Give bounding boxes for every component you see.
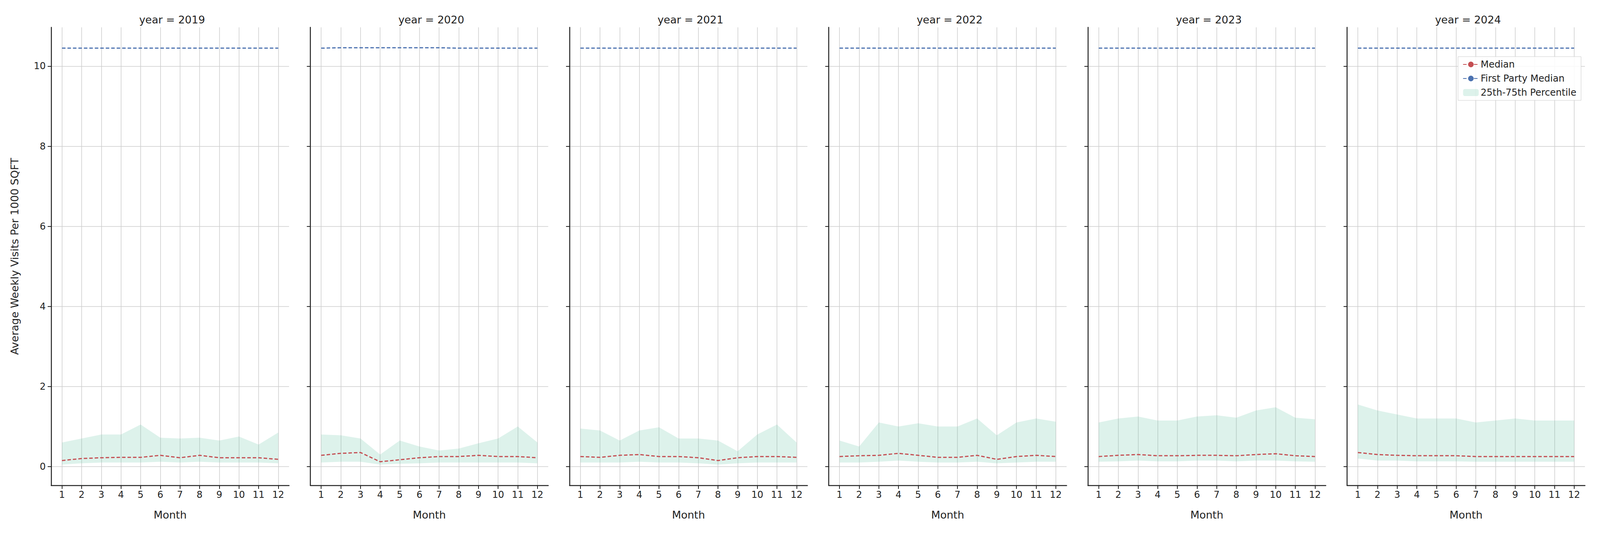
svg-text:8: 8 <box>196 489 203 501</box>
svg-text:7: 7 <box>436 489 443 501</box>
svg-text:Average Weekly Visits Per 1000: Average Weekly Visits Per 1000 SQFT <box>8 157 21 356</box>
svg-text:3: 3 <box>875 489 882 501</box>
svg-text:1: 1 <box>58 489 65 501</box>
svg-text:7: 7 <box>954 489 961 501</box>
svg-text:6: 6 <box>1453 489 1459 501</box>
svg-text:Month: Month <box>412 508 447 522</box>
svg-text:1: 1 <box>836 489 843 501</box>
svg-text:2: 2 <box>337 489 344 501</box>
svg-text:9: 9 <box>216 489 223 501</box>
svg-text:3: 3 <box>1135 489 1142 501</box>
svg-text:11: 11 <box>511 489 524 501</box>
svg-text:Median: Median <box>1480 58 1515 70</box>
svg-text:9: 9 <box>993 489 1000 501</box>
svg-text:10: 10 <box>33 60 46 72</box>
svg-text:5: 5 <box>396 489 403 501</box>
svg-text:6: 6 <box>1194 489 1200 501</box>
svg-text:6: 6 <box>416 489 423 501</box>
svg-text:11: 11 <box>1548 489 1561 501</box>
svg-text:8: 8 <box>1492 489 1499 501</box>
svg-text:10: 10 <box>751 489 764 501</box>
svg-text:7: 7 <box>695 489 702 501</box>
svg-text:1: 1 <box>1095 489 1102 501</box>
svg-text:10: 10 <box>1010 489 1023 501</box>
svg-text:Month: Month <box>1449 508 1483 522</box>
svg-text:4: 4 <box>39 301 46 313</box>
svg-text:3: 3 <box>1394 489 1400 501</box>
svg-text:11: 11 <box>1030 489 1043 501</box>
svg-text:5: 5 <box>915 489 922 501</box>
svg-text:8: 8 <box>1233 489 1240 501</box>
svg-text:11: 11 <box>1289 489 1302 501</box>
svg-text:2: 2 <box>39 381 46 393</box>
svg-text:9: 9 <box>475 489 482 501</box>
svg-text:10: 10 <box>232 489 245 501</box>
svg-text:8: 8 <box>455 489 462 501</box>
svg-text:10: 10 <box>1269 489 1282 501</box>
svg-text:9: 9 <box>1512 489 1518 501</box>
svg-text:0: 0 <box>39 461 46 473</box>
svg-text:Month: Month <box>671 508 706 522</box>
svg-text:9: 9 <box>734 489 741 501</box>
svg-text:2: 2 <box>856 489 863 501</box>
svg-text:Month: Month <box>931 508 965 522</box>
svg-text:First Party Median: First Party Median <box>1480 73 1565 84</box>
svg-text:12: 12 <box>1568 489 1581 501</box>
svg-text:2: 2 <box>596 489 603 501</box>
svg-text:10: 10 <box>1528 489 1542 501</box>
svg-text:4: 4 <box>117 489 124 501</box>
svg-text:11: 11 <box>252 489 265 501</box>
svg-text:Month: Month <box>153 508 187 522</box>
svg-text:1: 1 <box>1355 489 1361 501</box>
svg-text:12: 12 <box>531 489 544 501</box>
svg-text:2: 2 <box>1115 489 1122 501</box>
svg-text:10: 10 <box>492 489 505 501</box>
svg-text:2: 2 <box>78 489 85 501</box>
svg-text:12: 12 <box>790 489 803 501</box>
svg-text:11: 11 <box>771 489 784 501</box>
svg-text:7: 7 <box>1213 489 1220 501</box>
svg-text:3: 3 <box>98 489 105 501</box>
svg-text:year = 2021: year = 2021 <box>657 13 724 26</box>
svg-text:4: 4 <box>1154 489 1161 501</box>
svg-text:year = 2023: year = 2023 <box>1175 13 1242 26</box>
svg-text:9: 9 <box>1253 489 1259 501</box>
svg-text:6: 6 <box>934 489 941 501</box>
svg-text:6: 6 <box>675 489 682 501</box>
svg-text:6: 6 <box>157 489 164 501</box>
svg-text:8: 8 <box>974 489 981 501</box>
svg-text:8: 8 <box>39 141 46 152</box>
svg-text:7: 7 <box>176 489 183 501</box>
svg-text:8: 8 <box>714 489 721 501</box>
svg-text:12: 12 <box>1308 489 1322 501</box>
svg-text:Month: Month <box>1190 508 1224 522</box>
svg-text:4: 4 <box>377 489 384 501</box>
svg-text:4: 4 <box>636 489 643 501</box>
svg-text:1: 1 <box>577 489 584 501</box>
svg-text:5: 5 <box>137 489 144 501</box>
svg-text:year = 2019: year = 2019 <box>139 13 206 26</box>
svg-text:year = 2020: year = 2020 <box>398 13 465 26</box>
svg-text:3: 3 <box>357 489 364 501</box>
svg-text:2: 2 <box>1374 489 1381 501</box>
svg-text:7: 7 <box>1473 489 1479 501</box>
svg-text:6: 6 <box>39 221 46 233</box>
svg-text:25th-75th Percentile: 25th-75th Percentile <box>1480 87 1577 99</box>
svg-text:5: 5 <box>655 489 662 501</box>
svg-text:5: 5 <box>1433 489 1440 501</box>
svg-text:3: 3 <box>616 489 623 501</box>
svg-text:12: 12 <box>272 489 285 501</box>
svg-text:year = 2024: year = 2024 <box>1435 13 1502 26</box>
svg-text:year = 2022: year = 2022 <box>916 13 983 26</box>
svg-text:1: 1 <box>318 489 325 501</box>
svg-text:4: 4 <box>895 489 902 501</box>
svg-text:5: 5 <box>1174 489 1181 501</box>
svg-text:12: 12 <box>1050 489 1063 501</box>
svg-text:4: 4 <box>1414 489 1420 501</box>
